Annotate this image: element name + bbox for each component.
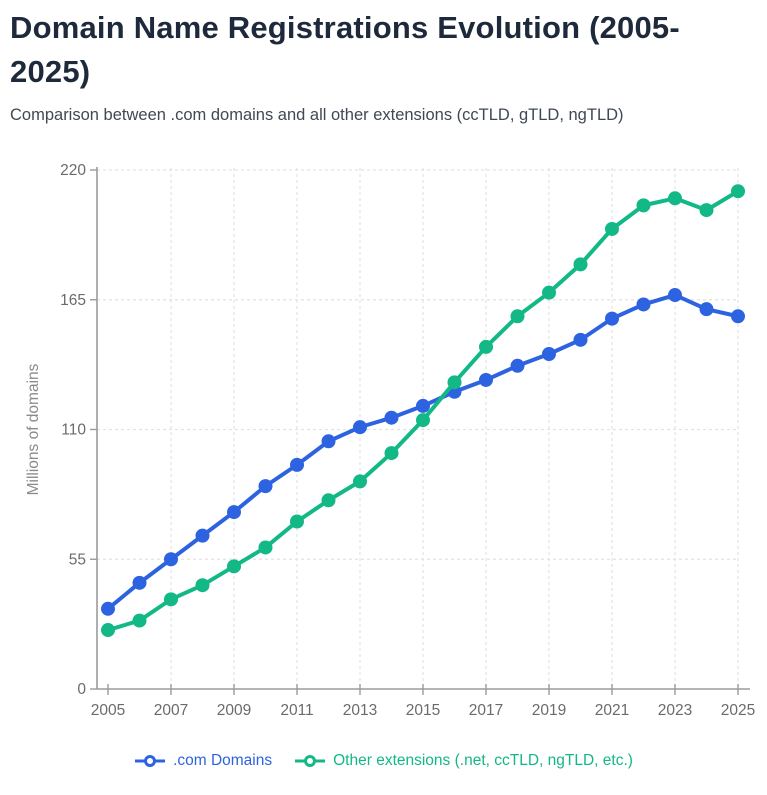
y-tick-labels: 0 55 110 165 220 bbox=[60, 162, 86, 698]
svg-text:2009: 2009 bbox=[217, 702, 251, 719]
svg-text:55: 55 bbox=[69, 551, 86, 568]
legend-item-com[interactable]: .com Domains bbox=[134, 752, 272, 770]
chart-legend: .com Domains Other extensions (.net, ccT… bbox=[0, 752, 767, 770]
svg-text:220: 220 bbox=[60, 162, 86, 179]
svg-text:110: 110 bbox=[61, 422, 86, 439]
svg-text:Millions of domains: Millions of domains bbox=[25, 363, 42, 495]
svg-text:2017: 2017 bbox=[469, 702, 503, 719]
svg-text:2011: 2011 bbox=[280, 702, 313, 719]
legend-marker-other-icon bbox=[295, 755, 326, 767]
page-subtitle: Comparison between .com domains and all … bbox=[10, 106, 624, 124]
legend-marker-com-icon bbox=[135, 755, 166, 767]
y-axis-title: Millions of domains bbox=[25, 363, 42, 495]
svg-text:2023: 2023 bbox=[658, 702, 692, 719]
legend-item-other[interactable]: Other extensions (.net, ccTLD, ngTLD, et… bbox=[294, 752, 633, 770]
svg-text:2025: 2025 bbox=[721, 702, 755, 719]
svg-text:2015: 2015 bbox=[406, 702, 440, 719]
x-tick-labels: 2005 2007 2009 2011 2013 2015 2017 2019 2021 2023… bbox=[91, 702, 755, 719]
svg-text:0: 0 bbox=[77, 681, 86, 698]
svg-text:2019: 2019 bbox=[532, 702, 566, 719]
legend-label-com: .com Domains bbox=[173, 752, 273, 769]
axis-ticks bbox=[90, 169, 739, 695]
legend-label-other: Other extensions (.net, ccTLD, ngTLD, et… bbox=[333, 752, 633, 769]
svg-text:165: 165 bbox=[60, 292, 86, 309]
series-other bbox=[101, 184, 745, 638]
svg-text:2013: 2013 bbox=[343, 702, 377, 719]
line-chart[interactable]: 0 55 110 165 220 2005 2007 2009 2011 2013 2015 2017… bbox=[0, 150, 767, 740]
gridlines bbox=[97, 168, 739, 689]
chart-canvas[interactable]: 0 55 110 165 220 2005 2007 2009 2011 2013 2015 2017… bbox=[0, 150, 767, 740]
svg-text:2021: 2021 bbox=[595, 702, 629, 719]
svg-text:2007: 2007 bbox=[154, 702, 188, 719]
svg-text:2005: 2005 bbox=[91, 702, 125, 719]
page-title: Domain Name Registrations Evolution (200… bbox=[10, 10, 680, 90]
